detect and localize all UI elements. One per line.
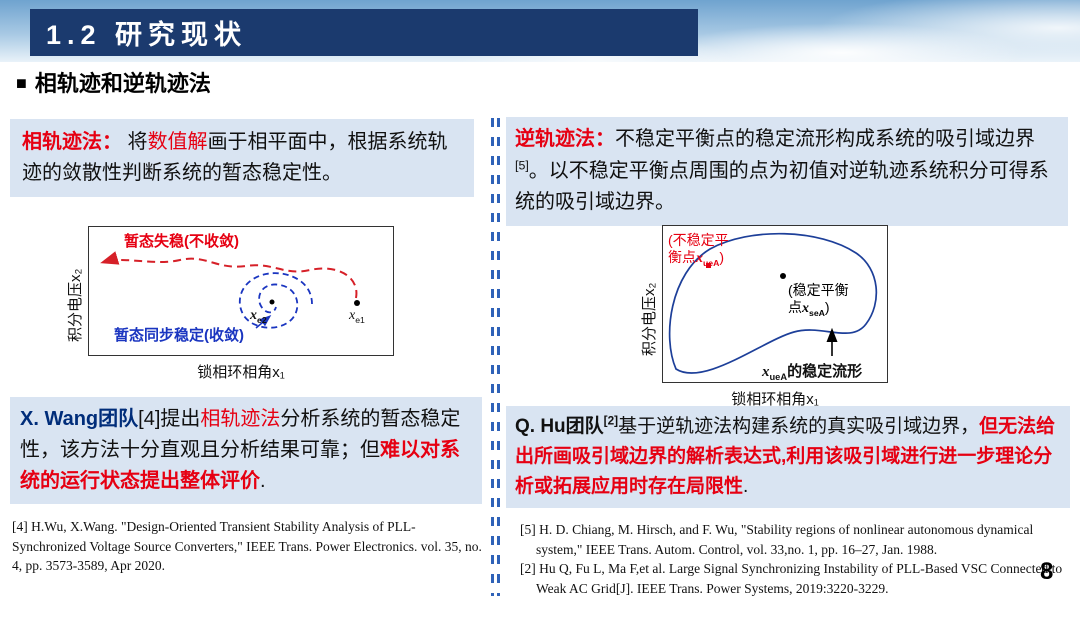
- section-bullet-icon: ■: [16, 73, 27, 93]
- figure-frame: [88, 226, 394, 356]
- section-heading: ■ 相轨迹和逆轨迹法: [16, 66, 211, 98]
- phase-method-summary: X. Wang团队[4]提出相轨迹法分析系统的暂态稳定性，该方法十分直观且分析结…: [10, 397, 482, 504]
- stable-annotation: 暂态同步稳定(收敛): [114, 327, 244, 344]
- stable-equilibrium-label: (稳定平衡 点xseA): [788, 282, 849, 317]
- reverse-method-summary: Q. Hu团队[2]基于逆轨迹法构建系统的真实吸引域边界，但无法给出所画吸引域边…: [506, 406, 1070, 508]
- stable-spiral-curve: [239, 272, 313, 329]
- phase-portrait-svg: [100, 251, 360, 329]
- figure-frame: [662, 225, 888, 383]
- unstable-trajectory-curve: [100, 251, 358, 299]
- column-divider: [491, 118, 500, 596]
- reference-item: [2] Hu Q, Fu L, Ma F,et al. Large Signal…: [520, 561, 1063, 596]
- page-number: 8: [1040, 558, 1054, 585]
- unstable-annotation: 暂态失稳(不收敛): [124, 233, 239, 250]
- reference-item: [5] H. D. Chiang, M. Hirsch, and F. Wu, …: [520, 522, 1034, 557]
- initial-point-xe1: [354, 300, 360, 306]
- divider-dash-column: [497, 118, 500, 596]
- point-label-xe2: xe2: [250, 308, 267, 325]
- stable-equilibrium-label-line2: 点xseA): [788, 299, 830, 318]
- divider-dash-column: [491, 118, 494, 596]
- attraction-boundary-curve: [668, 232, 878, 374]
- x-axis-label: 锁相环相角x₁: [731, 391, 819, 408]
- slide-title: 1.2 研究现状: [46, 20, 248, 50]
- references-right: [5] H. D. Chiang, M. Hirsch, and F. Wu, …: [520, 520, 1070, 598]
- reference-left: [4] H.Wu, X.Wang. "Design-Oriented Trans…: [12, 519, 482, 573]
- stable-equilibrium-label-line1: (稳定平衡: [788, 282, 849, 298]
- stable-manifold-label: xueA的稳定流形: [762, 363, 863, 382]
- stable-label-arrow: [255, 315, 272, 329]
- attraction-domain-svg: [668, 232, 878, 374]
- y-axis-label: 积分电压x₂: [641, 282, 658, 356]
- unstable-equilibrium-label-line1: (不稳定平: [668, 232, 729, 248]
- phase-method-definition: 相轨迹法： 将数值解画于相平面中，根据系统轨迹的敛散性判断系统的暂态稳定性。: [10, 119, 474, 197]
- y-axis-label: 积分电压x₂: [67, 268, 84, 342]
- phase-trajectory-figure: 积分电压x₂ 锁相环相角x₁ 暂态失稳(不收敛) 暂态同步稳定(收敛) xe2 …: [50, 220, 410, 385]
- unstable-equilibrium-label: (不稳定平 衡点xueA): [668, 232, 729, 267]
- stable-equilibrium-point: [780, 273, 786, 279]
- slide-title-bar: 1.2 研究现状: [30, 9, 698, 56]
- reverse-method-definition: 逆轨迹法：不稳定平衡点的稳定流形构成系统的吸引域边界[5]。以不稳定平衡点周围的…: [506, 117, 1068, 226]
- reverse-trajectory-figure: 积分电压x₂ 锁相环相角x₁ (不稳定平 衡点xueA) (稳定平衡 点xseA…: [612, 220, 912, 412]
- equilibrium-point-xe2: [269, 299, 275, 305]
- unstable-equilibrium-label-line2: 衡点xueA): [668, 249, 725, 268]
- unstable-equilibrium-marker: [706, 263, 711, 268]
- section-title: 相轨迹和逆轨迹法: [34, 71, 211, 96]
- point-label-xe1: xe1: [349, 308, 365, 325]
- x-axis-label: 锁相环相角x₁: [197, 364, 285, 381]
